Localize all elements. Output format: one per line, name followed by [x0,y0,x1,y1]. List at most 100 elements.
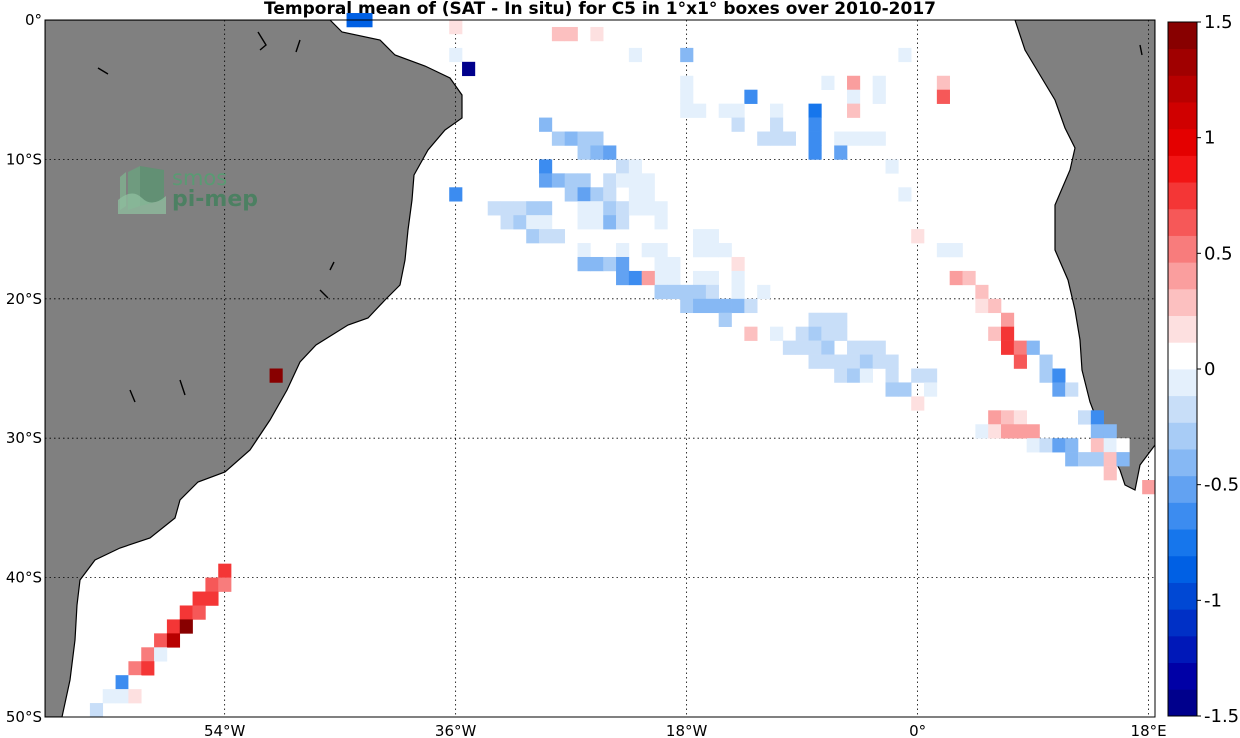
data-cell [859,340,873,355]
colorbar-swatch [1168,555,1197,583]
data-cell [166,633,181,648]
data-cell [680,298,694,314]
smos-pi-mep-logo: smos pi-mep [118,166,258,214]
data-cell [128,675,142,690]
colorbar-tick-labels: 1.5 1 0.5 0 -0.5 -1 -1.5 [1204,12,1239,727]
data-cell [539,201,553,216]
data-cell [1065,452,1079,467]
data-cell [590,131,604,146]
colorbar-swatch [1168,529,1197,557]
data-cell [1116,438,1130,453]
colorbar-swatch [1168,342,1197,370]
colorbar-swatch [1168,155,1197,183]
data-cell [693,284,707,300]
colorbar-swatch [1168,422,1197,450]
africa-landmass [1014,20,1155,491]
data-cell [731,284,745,300]
colorbar-swatch [1168,635,1197,664]
data-cell [1090,410,1104,425]
data-cell [641,243,655,258]
data-cell [179,619,193,634]
data-cell [577,243,591,258]
colorbar-tick-label: -0.5 [1204,475,1239,496]
logo-mark-icon [118,166,166,214]
data-cell [718,103,732,118]
data-cell [847,89,861,104]
colorbar-swatch [1168,288,1197,317]
data-cell [885,368,899,383]
data-cell [1001,312,1015,327]
data-cell [1026,424,1040,439]
data-cell [821,354,835,369]
map-title: Temporal mean of (SAT - In situ) for C5 … [264,0,936,19]
data-cell [821,75,835,90]
data-cell [770,117,784,132]
data-cell [577,187,591,202]
data-cell [654,201,668,216]
data-cell [718,243,732,258]
data-cell [577,256,591,272]
data-cell [141,647,155,662]
data-cell [205,591,219,606]
data-cell [128,689,142,704]
data-cell [1013,340,1027,355]
colorbar-tick-label: 1.5 [1204,12,1233,33]
data-cell [89,703,104,718]
data-cell [821,312,835,327]
data-cell [654,270,668,286]
data-cell [1001,424,1015,439]
data-cell [1013,354,1027,369]
data-cell [539,229,553,244]
data-cell [128,661,142,676]
data-cell [1103,466,1117,481]
data-cell [847,103,861,118]
colorbar-swatch [1168,395,1197,423]
colorbar-tick-label: 0.5 [1204,243,1233,264]
data-cell [616,173,630,188]
data-cell [988,410,1002,425]
data-cell [911,368,925,383]
data-cell [628,173,643,188]
data-cell [936,89,950,104]
data-cell [885,354,899,369]
data-cell [693,103,707,118]
data-cell [1052,382,1066,397]
data-cell [898,47,912,63]
data-cell [641,173,655,188]
data-cell [1001,340,1015,355]
data-cell [205,577,219,592]
data-cell [731,298,745,314]
data-cell [564,131,578,146]
data-cell [500,201,514,216]
data-cell [898,187,912,202]
data-cell [744,89,758,104]
lon-tick-label: 18°E [1131,722,1167,738]
data-cell [808,312,822,327]
data-cell [654,284,668,300]
data-cell [808,340,822,355]
lat-tick-label: 30°S [6,429,42,447]
data-cell [872,89,886,104]
colorbar-swatch [1168,48,1197,76]
data-cell [462,61,476,77]
lon-tick-label: 18°W [666,722,708,738]
data-cell [859,354,873,369]
data-cell [577,131,591,146]
data-cell [962,270,976,286]
data-cell [744,298,758,314]
data-cell [705,229,719,244]
data-cell [834,354,848,369]
data-cell [757,131,771,146]
data-cell [693,229,707,244]
colorbar-swatch [1168,369,1197,397]
data-cell [731,117,745,132]
data-cell [808,145,822,160]
data-cell [1090,424,1104,439]
data-cell [718,298,732,314]
data-cell [628,201,643,216]
data-cell [859,131,873,146]
data-cell [975,284,989,300]
data-cell [680,89,694,104]
data-cell [770,103,784,118]
latitude-tick-labels: 0° 10°S 20°S 30°S 40°S 50°S [6,11,42,726]
